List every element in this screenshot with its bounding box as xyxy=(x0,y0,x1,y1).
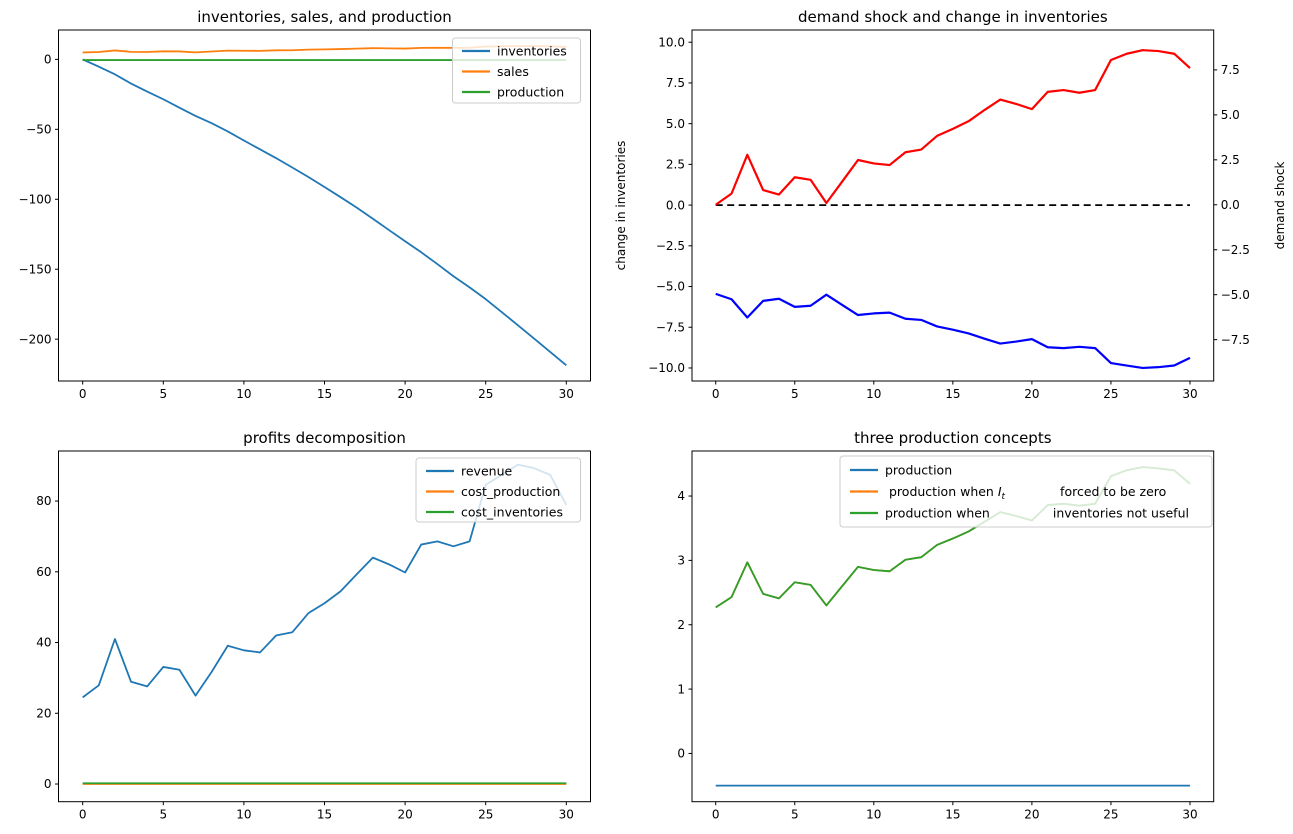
y-tick-label: −7.5 xyxy=(656,320,685,334)
y-tick-label: −200 xyxy=(19,332,52,346)
x-tick-label: 15 xyxy=(317,387,332,401)
x-tick-label: 10 xyxy=(866,387,881,401)
subplot-profits_decomposition: 0 5 10 15 20 25 30 0 20 40 60 80 profits decompositi… xyxy=(36,429,591,822)
y-tick-label: −5.0 xyxy=(656,280,685,294)
subplot-three_production_concepts: 0 5 10 15 20 25 30 0 1 2 3 4 three production concep… xyxy=(677,429,1215,822)
legend: revenue cost_production cost_inventories xyxy=(415,457,581,523)
y-tick-label: 80 xyxy=(36,494,51,508)
y-tick-label: −150 xyxy=(19,262,52,276)
y-tick-label: 5.0 xyxy=(666,117,685,131)
x-tick-label: 10 xyxy=(866,808,881,822)
y-tick-label: 60 xyxy=(36,565,51,579)
right-y-tick-label: 2.5 xyxy=(1221,153,1240,167)
subplot-title: inventories, sales, and production xyxy=(197,8,452,26)
right-y-tick-label: −2.5 xyxy=(1221,243,1250,257)
x-tick-label: 0 xyxy=(712,387,720,401)
x-tick-label: 30 xyxy=(1182,387,1197,401)
legend-box xyxy=(839,455,1213,528)
x-tick-label: 20 xyxy=(1024,808,1039,822)
y-tick-label: 2.5 xyxy=(666,158,685,172)
legend-label: revenue xyxy=(461,464,512,479)
x-tick-label: 20 xyxy=(1024,387,1039,401)
legend-label: production when It forced to be zero xyxy=(889,484,1166,502)
y-tick-label: −2.5 xyxy=(656,239,685,253)
legend-label: inventories xyxy=(497,44,567,59)
x-tick-label: 30 xyxy=(1182,808,1197,822)
x-tick-label: 30 xyxy=(559,387,574,401)
right-y-tick-label: 5.0 xyxy=(1221,108,1240,122)
y-tick-label: 3 xyxy=(677,554,685,568)
y-tick-label: 0.0 xyxy=(666,198,685,212)
right-y-axis-label: demand shock xyxy=(1273,162,1287,250)
x-tick-label: 15 xyxy=(945,808,960,822)
y-tick-label: 0 xyxy=(44,53,52,67)
x-tick-label: 0 xyxy=(79,387,87,401)
x-tick-label: 5 xyxy=(791,808,799,822)
x-tick-label: 0 xyxy=(79,808,87,822)
y-tick-label: 40 xyxy=(36,636,51,650)
legend: production production when It forced to be… xyxy=(839,455,1213,528)
x-tick-label: 25 xyxy=(1103,387,1118,401)
x-tick-label: 20 xyxy=(397,387,412,401)
x-tick-label: 15 xyxy=(945,387,960,401)
legend-label: cost_production xyxy=(461,484,560,499)
right-y-tick-label: 0.0 xyxy=(1221,198,1240,212)
series-inventories-line xyxy=(82,58,567,367)
y-tick-label: −50 xyxy=(26,123,51,137)
legend-label: production xyxy=(497,85,564,100)
x-tick-label: 15 xyxy=(317,808,332,822)
y-tick-label: 2 xyxy=(677,618,685,632)
y-tick-label: −100 xyxy=(19,192,52,206)
legend-label: production when inventories not useful xyxy=(885,506,1189,521)
x-tick-label: 0 xyxy=(712,808,720,822)
right-y-tick-label: 7.5 xyxy=(1221,63,1240,77)
legend-label: production xyxy=(885,463,952,478)
x-tick-label: 10 xyxy=(236,808,251,822)
x-tick-label: 5 xyxy=(791,387,799,401)
legend-box xyxy=(452,37,581,104)
y-tick-label: 10.0 xyxy=(658,35,685,49)
legend: inventories sales production xyxy=(452,37,581,104)
x-tick-label: 10 xyxy=(236,387,251,401)
series-demand_shock-line xyxy=(715,49,1191,206)
subplot-inventories_sales_production: 0 5 10 15 20 25 30 0 −50 −100 −150 −200 inventories,… xyxy=(19,8,591,401)
left-y-axis-label: change in inventories xyxy=(614,141,628,271)
right-y-tick-label: −5.0 xyxy=(1221,288,1250,302)
subplot-demand_shock_and_change_in_inventories: 0 5 10 15 20 25 30 10.0 7.5 5.0 2.5 0.0 −2.5 −5.0 −7.5… xyxy=(614,8,1287,401)
y-tick-label: −10.0 xyxy=(648,361,685,375)
y-tick-label: 4 xyxy=(677,489,685,503)
x-tick-label: 25 xyxy=(1103,808,1118,822)
subplot-title: demand shock and change in inventories xyxy=(798,8,1108,26)
y-tick-label: 0 xyxy=(677,747,685,761)
x-tick-label: 25 xyxy=(478,387,493,401)
subplot-title: three production concepts xyxy=(854,429,1052,447)
legend-box xyxy=(415,457,581,523)
x-tick-label: 5 xyxy=(159,387,167,401)
subplot-title: profits decomposition xyxy=(243,429,406,447)
y-tick-label: 0 xyxy=(44,777,52,791)
legend-label: cost_inventories xyxy=(461,505,563,520)
y-tick-label: 1 xyxy=(677,682,685,696)
series-change_in_inventories-line xyxy=(715,292,1191,370)
y-tick-label: 20 xyxy=(36,706,51,720)
x-tick-label: 30 xyxy=(559,808,574,822)
right-y-tick-label: −7.5 xyxy=(1221,333,1250,347)
x-tick-label: 5 xyxy=(159,808,167,822)
legend-label: sales xyxy=(497,64,529,79)
y-tick-label: 7.5 xyxy=(666,76,685,90)
x-tick-label: 20 xyxy=(397,808,412,822)
x-tick-label: 25 xyxy=(478,808,493,822)
